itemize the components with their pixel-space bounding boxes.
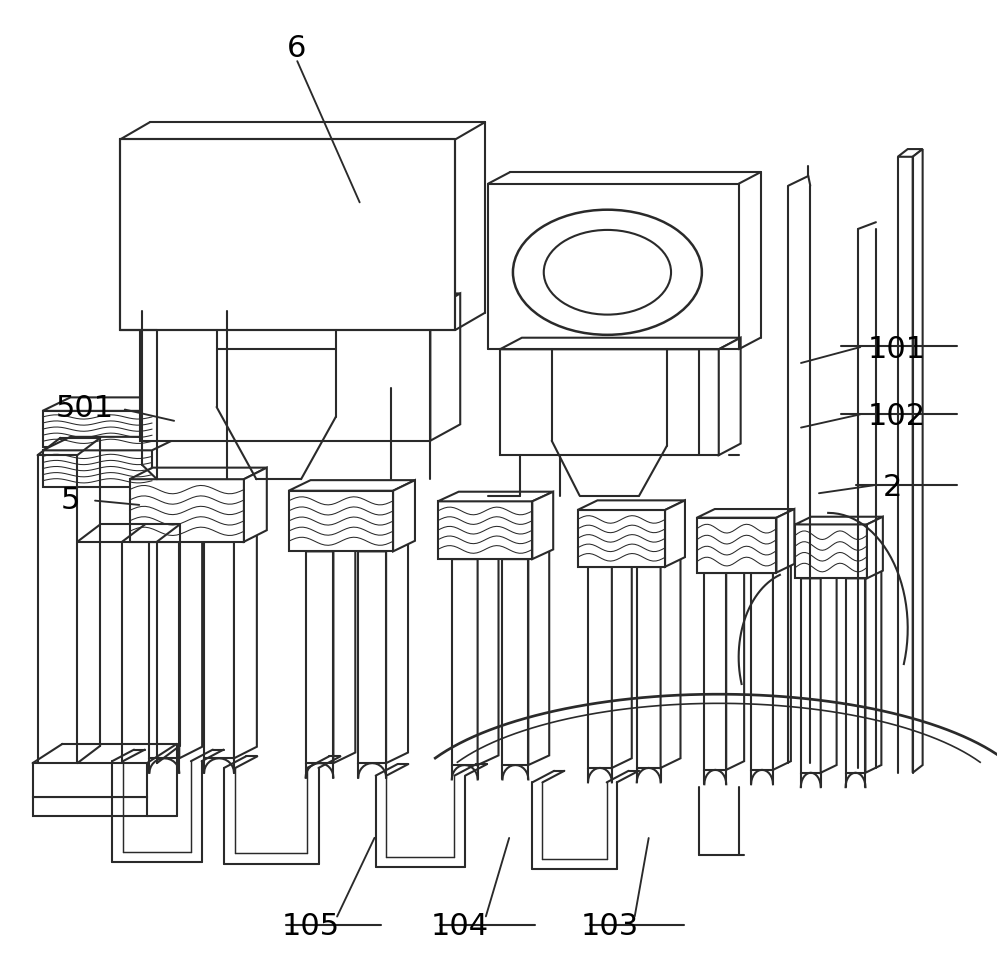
Polygon shape: [898, 149, 923, 157]
Polygon shape: [478, 550, 499, 765]
Polygon shape: [204, 542, 234, 758]
Polygon shape: [244, 468, 267, 542]
Text: 501: 501: [55, 394, 113, 423]
Polygon shape: [846, 570, 881, 578]
Polygon shape: [528, 550, 549, 765]
Polygon shape: [234, 530, 257, 758]
Text: 2: 2: [883, 473, 902, 502]
Polygon shape: [500, 338, 741, 349]
Polygon shape: [289, 480, 415, 491]
Polygon shape: [612, 558, 632, 768]
Polygon shape: [776, 509, 794, 572]
Polygon shape: [773, 564, 791, 770]
Polygon shape: [306, 552, 333, 763]
Polygon shape: [120, 139, 455, 330]
Polygon shape: [637, 567, 661, 768]
Polygon shape: [532, 492, 553, 560]
Polygon shape: [697, 518, 776, 572]
Polygon shape: [751, 572, 773, 770]
Text: 105: 105: [282, 912, 340, 941]
Polygon shape: [665, 500, 685, 567]
Ellipse shape: [544, 230, 671, 315]
Polygon shape: [913, 149, 923, 772]
Polygon shape: [865, 570, 881, 772]
Polygon shape: [801, 578, 821, 772]
Text: 102: 102: [868, 402, 926, 431]
Polygon shape: [578, 510, 665, 567]
Text: 104: 104: [431, 912, 489, 941]
Polygon shape: [43, 410, 152, 447]
Polygon shape: [502, 560, 528, 765]
Polygon shape: [393, 480, 415, 552]
Polygon shape: [149, 530, 202, 542]
Polygon shape: [289, 491, 393, 552]
Polygon shape: [130, 468, 267, 479]
Polygon shape: [637, 558, 680, 567]
Polygon shape: [333, 541, 355, 763]
Polygon shape: [358, 552, 386, 763]
Text: 5: 5: [61, 486, 80, 515]
Polygon shape: [697, 509, 794, 518]
Polygon shape: [33, 763, 147, 797]
Polygon shape: [33, 797, 147, 816]
Ellipse shape: [194, 176, 368, 291]
Ellipse shape: [513, 210, 702, 335]
Polygon shape: [204, 530, 257, 542]
Polygon shape: [43, 450, 152, 487]
Polygon shape: [502, 550, 549, 560]
Polygon shape: [438, 492, 553, 501]
Polygon shape: [795, 525, 867, 578]
Polygon shape: [130, 479, 244, 542]
Polygon shape: [661, 558, 680, 768]
Polygon shape: [3, 3, 997, 965]
Polygon shape: [726, 564, 744, 770]
Ellipse shape: [154, 149, 408, 318]
Polygon shape: [43, 398, 180, 410]
Polygon shape: [358, 541, 408, 552]
Polygon shape: [452, 550, 499, 560]
Polygon shape: [846, 578, 865, 772]
Polygon shape: [704, 564, 744, 572]
Text: 6: 6: [286, 35, 306, 64]
Polygon shape: [438, 501, 532, 560]
Polygon shape: [704, 572, 726, 770]
Polygon shape: [801, 570, 837, 578]
Polygon shape: [867, 517, 883, 578]
Polygon shape: [751, 564, 791, 572]
Text: 101: 101: [868, 335, 926, 364]
Polygon shape: [821, 570, 837, 772]
Text: 103: 103: [580, 912, 639, 941]
Polygon shape: [719, 338, 741, 455]
Polygon shape: [795, 517, 883, 525]
Polygon shape: [43, 437, 180, 450]
Polygon shape: [578, 500, 685, 510]
Polygon shape: [588, 567, 612, 768]
Polygon shape: [140, 311, 430, 440]
Polygon shape: [149, 542, 179, 758]
Polygon shape: [500, 349, 719, 455]
Polygon shape: [179, 530, 202, 758]
Polygon shape: [430, 293, 460, 440]
Polygon shape: [386, 541, 408, 763]
Polygon shape: [452, 560, 478, 765]
Polygon shape: [588, 558, 632, 567]
Polygon shape: [140, 293, 460, 311]
Polygon shape: [306, 541, 355, 552]
